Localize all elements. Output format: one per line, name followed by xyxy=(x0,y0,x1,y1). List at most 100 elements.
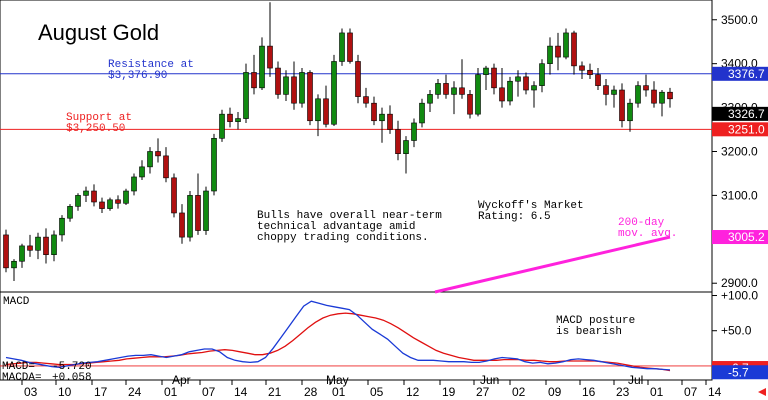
macd-value: -5.720 xyxy=(52,361,92,373)
x-month-label: Jul xyxy=(628,373,643,387)
wyckoff-line2: Rating: 6.5 xyxy=(478,211,551,223)
candle-body xyxy=(323,98,329,125)
commentary-line1: Bulls have overall near-term xyxy=(257,210,442,222)
x-day-label: 17 xyxy=(94,385,108,399)
candle-body xyxy=(603,85,609,95)
resistance-badge: 3376.7 xyxy=(728,67,765,81)
candle-body xyxy=(363,96,369,104)
macd-note-line2: is bearish xyxy=(556,326,622,338)
candle-body xyxy=(155,151,161,157)
ma-badge: 3005.2 xyxy=(728,230,765,244)
candle-body xyxy=(595,74,601,86)
candle-body xyxy=(203,190,209,231)
candle-body xyxy=(83,190,89,196)
candlesticks xyxy=(3,2,673,282)
support-label-line2: $3,250.50 xyxy=(66,123,125,135)
x-day-label: 05 xyxy=(370,385,384,399)
candle-body xyxy=(555,45,561,58)
candle-body xyxy=(443,83,449,95)
candle-body xyxy=(419,102,425,124)
macda-value-label: MACDA= xyxy=(2,372,42,384)
x-month-label: May xyxy=(326,373,349,387)
candle-body xyxy=(467,94,473,115)
candle-body xyxy=(51,234,57,255)
candle-body xyxy=(483,67,489,75)
candle-body xyxy=(307,72,313,122)
candle-body xyxy=(75,195,81,207)
candle-body xyxy=(131,176,137,192)
macd-note-line1: MACD posture xyxy=(556,315,635,327)
candle-body xyxy=(115,199,121,204)
macd-tick-label: +50.0 xyxy=(721,324,752,338)
candle-body xyxy=(579,65,585,71)
ma200-line xyxy=(434,235,671,294)
candle-body xyxy=(259,45,265,89)
candle-body xyxy=(179,212,185,238)
candle-body xyxy=(539,63,545,86)
wyckoff-line1: Wyckoff's Market xyxy=(478,200,584,212)
candle-body xyxy=(163,155,169,179)
candle-body xyxy=(627,102,633,122)
x-day-label: 02 xyxy=(512,385,526,399)
x-day-label: 09 xyxy=(548,385,562,399)
candle-body xyxy=(499,87,505,102)
macd-tick-label: +100.0 xyxy=(721,289,758,303)
candle-body xyxy=(347,32,353,62)
candle-body xyxy=(99,201,105,209)
macd-badge: -5.7 xyxy=(728,365,749,379)
candle-body xyxy=(643,85,649,91)
x-month-label: Jun xyxy=(480,373,499,387)
candle-body xyxy=(11,260,17,269)
candle-body xyxy=(27,245,33,251)
ma-label-line1: 200-day xyxy=(618,217,665,229)
candle-body xyxy=(35,236,41,251)
x-day-label: 01 xyxy=(332,385,346,399)
candle-body xyxy=(267,45,273,69)
candle-body xyxy=(651,89,657,104)
candle-body xyxy=(243,72,249,119)
candle-body xyxy=(331,61,337,125)
macd-signal-line xyxy=(5,312,671,372)
x-day-label: 16 xyxy=(582,385,596,399)
macd-value-label: MACD= xyxy=(2,361,35,373)
x-day-label: 24 xyxy=(128,385,142,399)
candle-body xyxy=(59,217,65,236)
price-panel-frame xyxy=(0,0,713,293)
commentary-line2: technical advantage amid xyxy=(257,221,415,233)
candle-body xyxy=(387,113,393,130)
macd-panel-title: MACD xyxy=(3,296,30,308)
support-badge-bg xyxy=(712,122,768,137)
candle-body xyxy=(139,166,145,178)
candle-body xyxy=(19,245,25,262)
candle-body xyxy=(227,113,233,122)
candle-body xyxy=(91,190,97,203)
x-day-label: 28 xyxy=(304,385,318,399)
candle-body xyxy=(67,206,73,219)
candle-body xyxy=(195,195,201,231)
price-tick-label: 3200.0 xyxy=(721,144,758,158)
x-day-label: 14 xyxy=(234,385,248,399)
candle-body xyxy=(459,87,465,95)
candle-body xyxy=(147,151,153,168)
candle-body xyxy=(427,94,433,104)
candle-body xyxy=(219,113,225,139)
candle-body xyxy=(547,45,553,64)
last-price-badge-bg xyxy=(712,106,768,121)
x-day-label: 23 xyxy=(616,385,630,399)
candle-body xyxy=(571,32,577,67)
scroll-marker-icon xyxy=(758,388,766,396)
x-month-label: Apr xyxy=(172,373,191,387)
x-day-label: 10 xyxy=(58,385,72,399)
candle-body xyxy=(275,67,281,95)
candle-body xyxy=(451,87,457,95)
candle-body xyxy=(187,195,193,238)
candle-body xyxy=(435,83,441,95)
ma-label-line2: mov. avg. xyxy=(618,228,677,240)
candle-body xyxy=(315,98,321,122)
macd-badge-bg xyxy=(712,365,768,380)
candle-body xyxy=(371,102,377,122)
candle-body xyxy=(355,61,361,97)
candle-body xyxy=(507,80,513,102)
